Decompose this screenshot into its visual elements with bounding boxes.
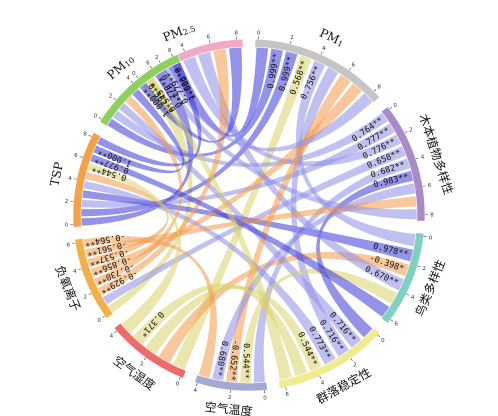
segment-tick bbox=[377, 334, 381, 338]
segment-tick-label: 0 bbox=[94, 113, 98, 119]
segment-tick-label: 4 bbox=[194, 388, 198, 394]
segment-tick-label: 0 bbox=[97, 318, 101, 324]
segment-tick-label: 0 bbox=[381, 338, 385, 344]
segment-tick bbox=[130, 80, 133, 84]
segment-tick-label: 0 bbox=[263, 395, 267, 401]
segment-tick-label: 6 bbox=[285, 392, 289, 398]
segment-tick-label: 0 bbox=[393, 103, 397, 109]
segment-tick bbox=[320, 51, 323, 55]
segment-tick bbox=[290, 40, 292, 44]
segment-tick bbox=[88, 293, 92, 295]
segment-arc-7 bbox=[74, 238, 114, 319]
segment-tick-label: 2 bbox=[83, 294, 87, 300]
segment-tick bbox=[178, 376, 181, 380]
segment-tick-label: 8 bbox=[234, 30, 238, 36]
segment-tick-label: 2 bbox=[409, 128, 413, 134]
segment-arc-2 bbox=[380, 106, 426, 222]
segment-tick bbox=[73, 178, 77, 180]
segment-tick bbox=[209, 40, 211, 44]
segment-tick bbox=[390, 319, 394, 322]
segment-tick-label: 4 bbox=[322, 46, 326, 52]
segment-tick bbox=[114, 330, 117, 334]
segment-tick bbox=[196, 383, 198, 387]
segment-label-9: PM10 bbox=[104, 51, 137, 82]
segment-tick bbox=[88, 135, 92, 137]
segment-tick bbox=[171, 53, 173, 57]
segment-tick bbox=[415, 157, 419, 160]
segment-tick-label: 4 bbox=[110, 334, 114, 340]
segment-label-7: 负氧离子 bbox=[52, 263, 84, 313]
segment-tick bbox=[373, 88, 377, 92]
segment-tick-label: 4 bbox=[68, 176, 72, 182]
segment-tick-label: 2 bbox=[353, 362, 357, 368]
segment-tick-label: 6 bbox=[67, 242, 71, 248]
segment-tick-label: 2 bbox=[155, 55, 159, 61]
chord-ribbons bbox=[80, 46, 418, 384]
segment-tick-label: 6 bbox=[74, 153, 78, 159]
segment-tick-label: 6 bbox=[146, 60, 150, 66]
segment-tick-label: 4 bbox=[421, 155, 425, 161]
segment-arc-8 bbox=[72, 131, 102, 228]
segment-arc-1 bbox=[254, 38, 381, 104]
segment-tick-label: 4 bbox=[126, 76, 130, 82]
segment-tick bbox=[389, 107, 393, 110]
segment-tick bbox=[349, 67, 352, 71]
segment-tick-label: 0 bbox=[429, 235, 433, 241]
segment-arc-9 bbox=[99, 53, 182, 127]
segment-label-0: PM2.5 bbox=[161, 19, 197, 44]
segment-tick-label: 6 bbox=[352, 63, 356, 69]
segment-tick-label: 2 bbox=[109, 93, 113, 99]
segment-arc-3 bbox=[380, 232, 425, 324]
segment-tick-label: 0 bbox=[65, 223, 69, 229]
segment-tick-label: 2 bbox=[290, 35, 294, 41]
segment-tick bbox=[285, 387, 287, 391]
segment-tick bbox=[98, 117, 102, 120]
segment-label-5: 空气温度 bbox=[204, 399, 253, 416]
segment-tick-label: 4 bbox=[73, 269, 77, 275]
chord-value-20: 0.544** bbox=[240, 343, 251, 379]
segment-tick-label: 0 bbox=[257, 30, 261, 36]
segment-tick-label: 8 bbox=[83, 132, 87, 138]
segment-tick bbox=[143, 357, 147, 361]
segment-tick-label: 4 bbox=[411, 295, 415, 301]
segment-tick-label: 8 bbox=[168, 48, 172, 54]
segment-tick-label: 6 bbox=[394, 322, 398, 328]
segment-tick bbox=[79, 156, 83, 158]
segment-tick-label: 2 bbox=[65, 199, 69, 205]
segment-tick bbox=[406, 293, 410, 296]
segment-tick bbox=[404, 131, 408, 134]
segment-tick bbox=[417, 265, 421, 268]
segment-tick bbox=[136, 75, 139, 79]
segment-arc-5 bbox=[194, 374, 268, 392]
segment-tick-label: 8 bbox=[430, 212, 434, 218]
segment-tick-label: 6 bbox=[207, 35, 211, 41]
segment-arc-6 bbox=[113, 322, 187, 379]
segment-tick bbox=[102, 315, 106, 318]
segment-tick-label: 0 bbox=[132, 71, 136, 77]
segment-tick bbox=[113, 97, 117, 101]
segment-tick-label: 4 bbox=[321, 381, 325, 387]
segment-tick-label: 0 bbox=[176, 381, 180, 387]
segment-tick bbox=[319, 376, 322, 380]
segment-tick-label: 2 bbox=[228, 395, 232, 401]
segment-tick bbox=[183, 48, 185, 52]
segment-tick bbox=[158, 60, 161, 64]
segment-tick-label: 4 bbox=[180, 43, 184, 49]
segment-arc-4 bbox=[277, 326, 381, 389]
segment-tick-label: 2 bbox=[140, 361, 144, 367]
segment-tick bbox=[149, 65, 153, 69]
segment-tick-label: 2 bbox=[422, 266, 426, 272]
segment-label-8: TSP bbox=[47, 161, 66, 188]
segment-tick-label: 6 bbox=[428, 183, 432, 189]
segment-tick bbox=[78, 268, 82, 271]
chord-value-21: -0.652** bbox=[226, 339, 240, 381]
segment-tick-label: 8 bbox=[377, 84, 381, 90]
segment-tick bbox=[350, 358, 353, 362]
